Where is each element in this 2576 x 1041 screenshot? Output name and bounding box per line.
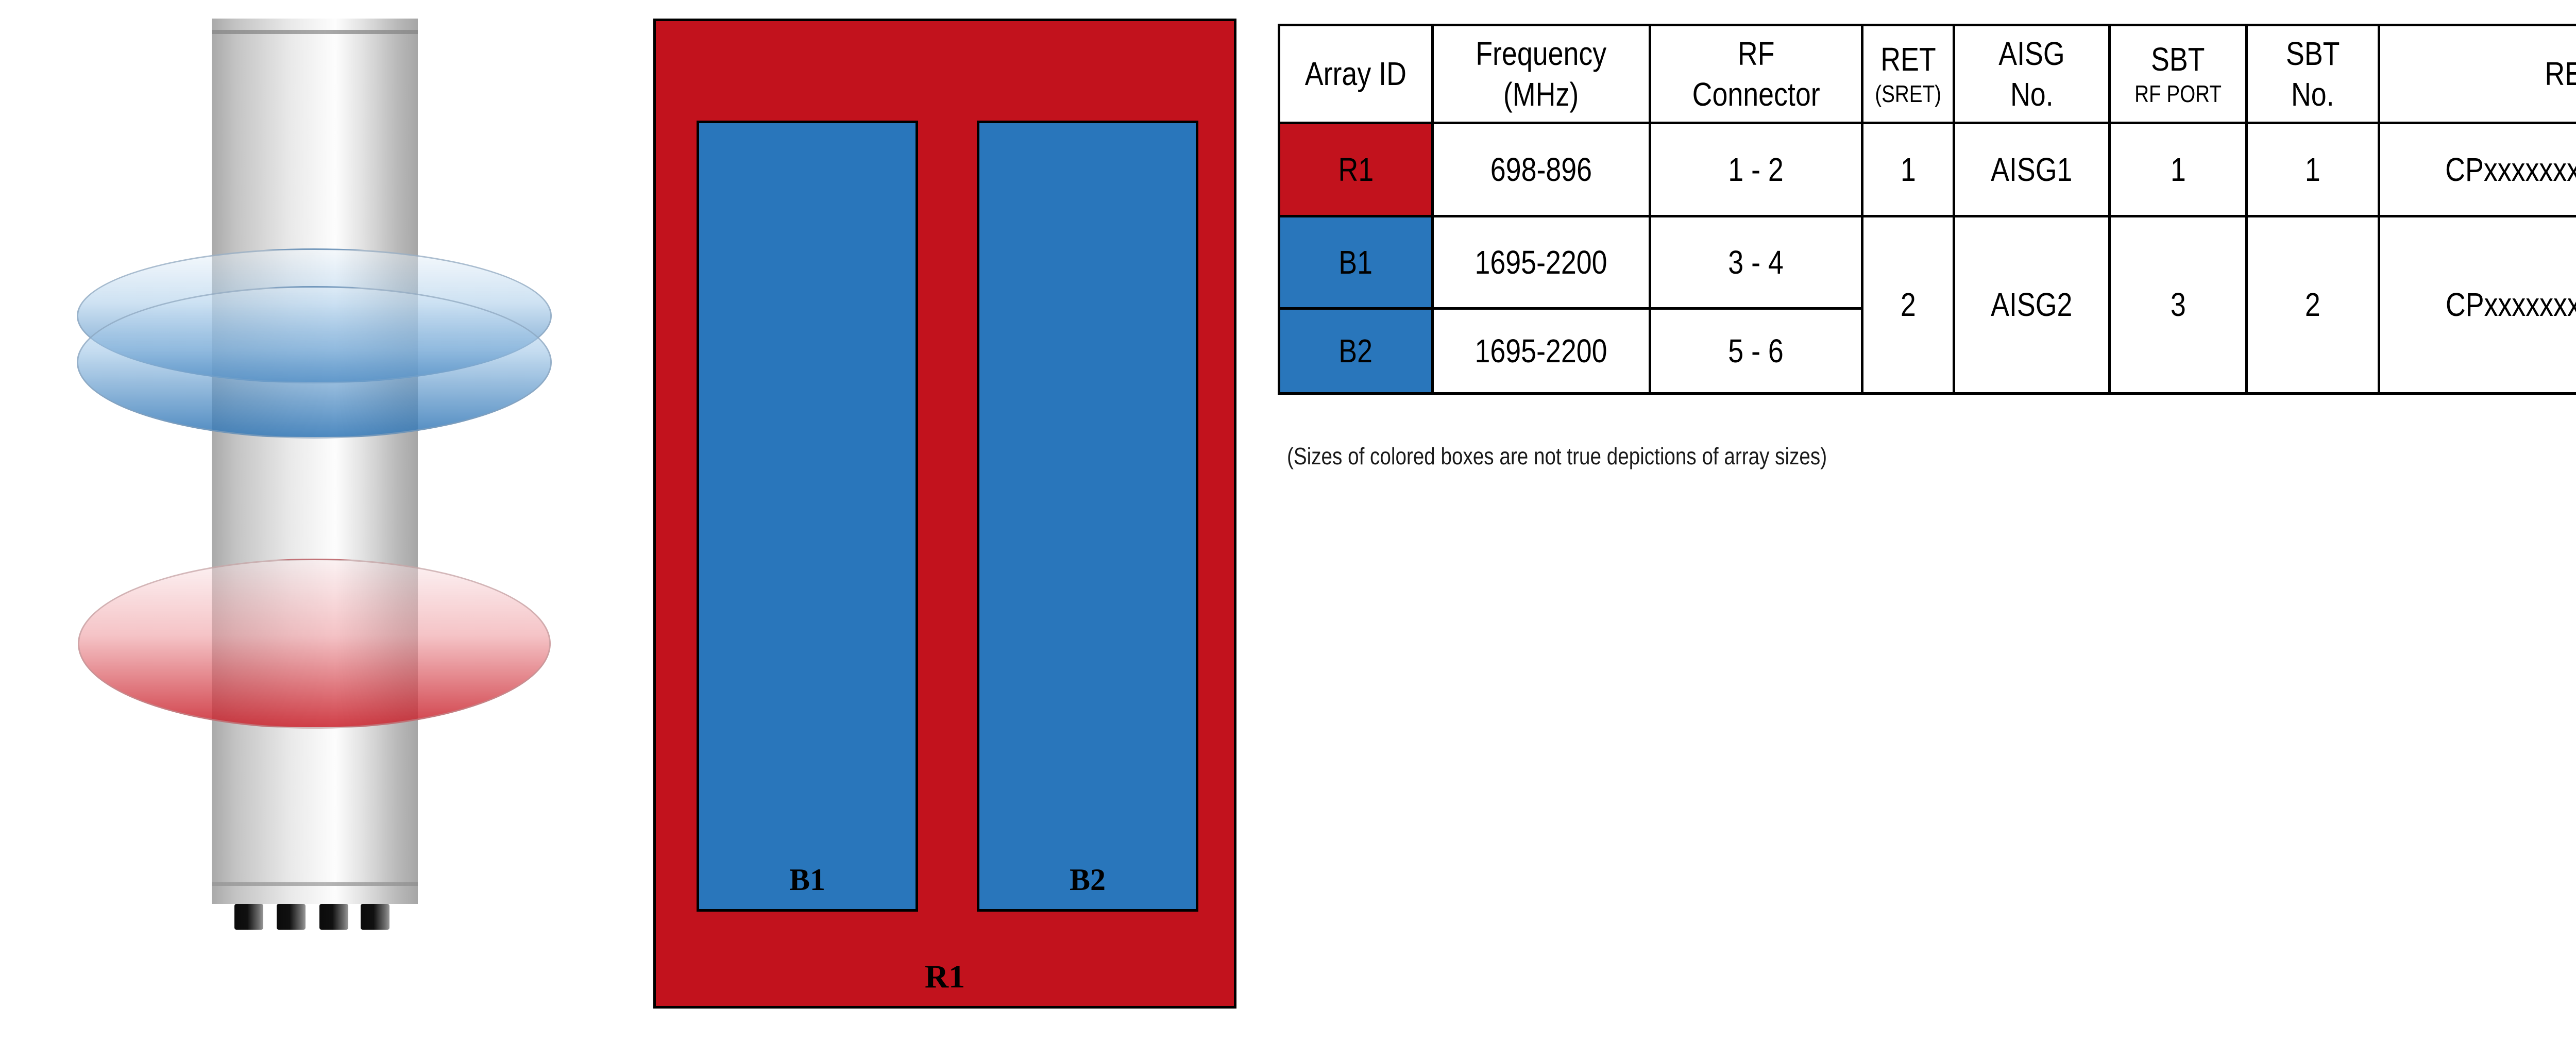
cell-b-merged-sbt-no: 2 <box>2245 215 2380 395</box>
array-r1-label: R1 <box>924 958 965 995</box>
table-row-r1: R1 698-896 1 - 2 1 AISG1 1 1 CPxxxxxxxxx… <box>1278 122 2576 217</box>
connector-foot <box>319 904 348 930</box>
cell-r1-rf-connector: 1 - 2 <box>1649 122 1863 217</box>
blue-beam-lower-ellipse <box>77 286 552 439</box>
cell-b2-frequency: 1695-2200 <box>1431 307 1651 395</box>
cell-b2-rf-connector: 5 - 6 <box>1649 307 1863 395</box>
antenna-cylinder <box>212 19 418 904</box>
cell-b1-rf-connector: 3 - 4 <box>1649 215 1863 310</box>
cell-b1-frequency: 1695-2200 <box>1431 215 1651 310</box>
antenna-illustration <box>0 0 644 1041</box>
table-row-b1: B1 1695-2200 3 - 4 2 AISG2 3 2 CPxxxxxxx… <box>1278 215 2576 395</box>
array-b1-label: B1 <box>789 863 826 897</box>
col-header-sbt-rf-port: SBT RF PORT <box>2108 24 2248 124</box>
array-b2-label: B2 <box>1069 863 1106 897</box>
col-header-rf-connector: RF Connector <box>1649 24 1863 124</box>
table-row-b2: B2 1695-2200 5 - 6 <box>1278 307 2576 395</box>
port-configuration-table: Array ID Frequency (MHz) RF Connector RE… <box>1278 24 2576 395</box>
antenna-connector-feet <box>0 904 644 931</box>
red-beam-ellipse <box>78 559 551 729</box>
cell-r1-ret-sret: 1 <box>1861 122 1955 217</box>
cell-b-merged-aisg-no: AISG2 <box>1953 215 2111 395</box>
col-header-sbt-no: SBT No. <box>2245 24 2380 124</box>
cell-array-id-r1: R1 <box>1278 122 1434 217</box>
connector-foot <box>234 904 263 930</box>
cell-r1-aisg-no: AISG1 <box>1953 122 2111 217</box>
col-header-ret-sret: RET (SRET) <box>1861 24 1955 124</box>
cell-b-merged-ret-uid: CPxxxxxxxxxxxxxxxxxB1 <box>2378 215 2576 395</box>
cell-r1-sbt-rf-port: 1 <box>2108 122 2248 217</box>
array-b1-box: B1 <box>697 121 918 912</box>
cell-array-id-b1: B1 <box>1278 215 1434 310</box>
col-header-ret-uid: RET UID <box>2378 24 2576 124</box>
cell-r1-ret-uid: CPxxxxxxxxxxxxxxxxxR1 <box>2378 122 2576 217</box>
antenna-bottom-seam <box>212 882 418 886</box>
sizes-disclaimer-note: (Sizes of colored boxes are not true dep… <box>1287 443 1827 469</box>
connector-foot <box>361 904 389 930</box>
antenna-top-seam <box>212 30 418 34</box>
cell-r1-frequency: 698-896 <box>1431 122 1651 217</box>
cell-b-merged-sbt-rf-port: 3 <box>2108 215 2248 395</box>
cell-r1-sbt-no: 1 <box>2245 122 2380 217</box>
array-b2-box: B2 <box>977 121 1198 912</box>
cell-array-id-b2: B2 <box>1278 307 1434 395</box>
array-r1-box: B1 B2 R1 <box>653 19 1236 1009</box>
col-header-frequency: Frequency (MHz) <box>1431 24 1651 124</box>
cell-b-merged-ret-sret: 2 <box>1861 215 1955 395</box>
col-header-array-id: Array ID <box>1278 24 1434 124</box>
col-header-aisg-no: AISG No. <box>1953 24 2111 124</box>
table-header-row: Array ID Frequency (MHz) RF Connector RE… <box>1278 24 2576 124</box>
connector-foot <box>277 904 306 930</box>
